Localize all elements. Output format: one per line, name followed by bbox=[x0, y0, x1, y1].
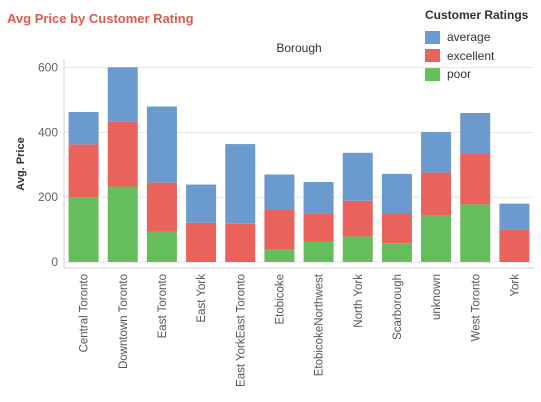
bar-poor bbox=[381, 243, 412, 262]
bar-poor bbox=[303, 241, 334, 262]
x-tick-label: Downtown Toronto bbox=[118, 274, 130, 369]
x-tick-label: North York bbox=[353, 274, 365, 328]
x-tick-label: EtobicokeNorthwest bbox=[314, 273, 326, 376]
legend-title: Customer Ratings bbox=[425, 8, 529, 22]
legend-swatch-poor bbox=[425, 67, 440, 81]
bar-poor bbox=[421, 215, 452, 262]
x-tick-label: York bbox=[509, 274, 521, 297]
bar-poor bbox=[264, 249, 295, 262]
bar-excellent bbox=[225, 223, 256, 262]
bar-average bbox=[68, 111, 99, 145]
y-tick-label: 600 bbox=[38, 61, 58, 75]
bar-average bbox=[460, 112, 491, 154]
bar-average bbox=[499, 203, 530, 230]
bar-average bbox=[146, 106, 177, 183]
x-tick-label: Etobicoke bbox=[274, 274, 286, 325]
bar-average bbox=[107, 67, 138, 122]
x-tick-label: East York bbox=[196, 274, 208, 323]
legend-label-excellent: excellent bbox=[447, 48, 495, 63]
bar-poor bbox=[342, 236, 373, 262]
bar-poor bbox=[68, 197, 99, 262]
bar-average bbox=[264, 174, 295, 210]
bar-excellent bbox=[264, 209, 295, 250]
legend: Customer Ratings average excellent poor bbox=[425, 8, 528, 84]
bar-excellent bbox=[460, 153, 491, 205]
bar-excellent bbox=[342, 200, 373, 237]
chart-title: Avg Price by Customer Rating bbox=[7, 11, 194, 26]
y-tick-label: 200 bbox=[38, 190, 58, 204]
bar-average bbox=[303, 181, 334, 214]
x-tick-label: East Toronto bbox=[157, 274, 169, 338]
bar-excellent bbox=[381, 213, 412, 244]
bar-average bbox=[225, 144, 256, 224]
y-tick-label: 400 bbox=[38, 125, 58, 139]
column-header: Borough bbox=[276, 41, 321, 55]
bar-average bbox=[381, 173, 412, 214]
bar-poor bbox=[107, 186, 138, 262]
bar-excellent bbox=[146, 182, 177, 232]
legend-item-poor[interactable]: poor bbox=[425, 65, 528, 84]
legend-swatch-excellent bbox=[425, 49, 440, 63]
bar-excellent bbox=[421, 172, 452, 216]
x-tick-label: unknown bbox=[431, 274, 443, 320]
bar-poor bbox=[460, 204, 491, 262]
bar-excellent bbox=[303, 213, 334, 242]
bar-excellent bbox=[68, 144, 99, 198]
y-axis-label: Avg. Price bbox=[15, 137, 27, 190]
legend-label-poor: poor bbox=[447, 67, 472, 82]
legend-item-excellent[interactable]: excellent bbox=[425, 47, 528, 66]
bar-average bbox=[421, 132, 452, 173]
bar-excellent bbox=[499, 229, 530, 262]
legend-label-average: average bbox=[447, 30, 491, 45]
x-tick-label: Scarborough bbox=[392, 274, 404, 340]
x-tick-label: Central Toronto bbox=[79, 274, 91, 352]
legend-item-average[interactable]: average bbox=[425, 28, 528, 47]
legend-swatch-average bbox=[425, 30, 440, 44]
bar-poor bbox=[146, 231, 177, 262]
x-tick-label: East YorkEast Toronto bbox=[235, 274, 247, 387]
y-tick-label: 0 bbox=[51, 255, 58, 269]
bar-excellent bbox=[107, 121, 138, 187]
x-tick-label: West Toronto bbox=[470, 274, 482, 341]
bar-average bbox=[186, 184, 217, 223]
bar-average bbox=[342, 152, 373, 201]
bar-excellent bbox=[186, 222, 217, 262]
